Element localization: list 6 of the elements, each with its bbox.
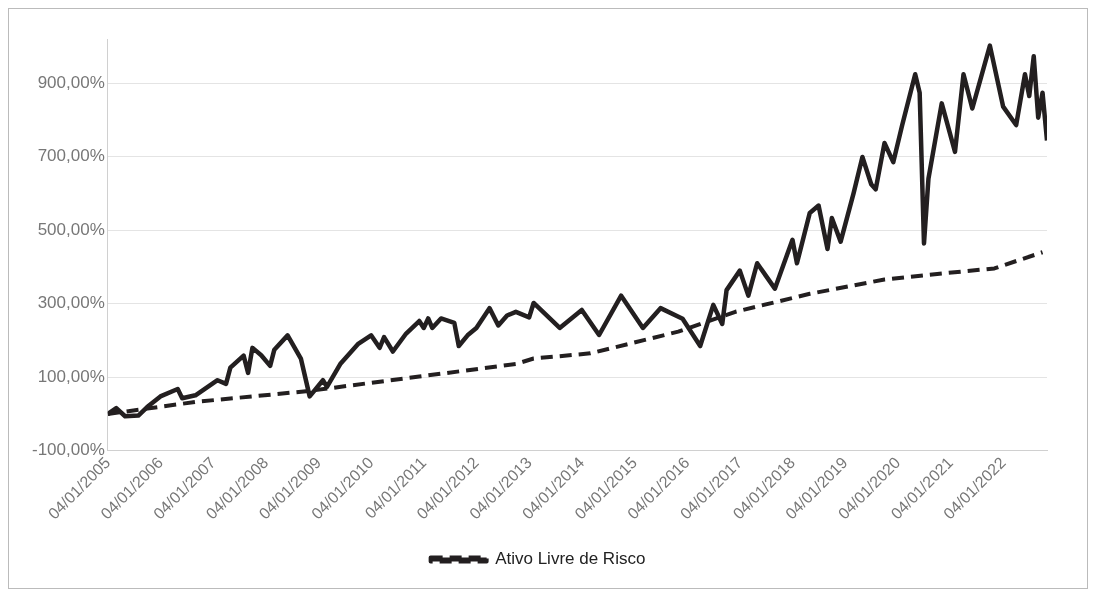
y-tick-label: 900,00% — [37, 72, 105, 92]
legend-label: Ativo Livre de Risco — [495, 549, 646, 569]
y-tick-label: 500,00% — [37, 219, 105, 239]
y-tick-label: 700,00% — [37, 146, 105, 166]
y-tick-label: 100,00% — [37, 366, 105, 386]
y-tick-label: 300,00% — [37, 293, 105, 313]
